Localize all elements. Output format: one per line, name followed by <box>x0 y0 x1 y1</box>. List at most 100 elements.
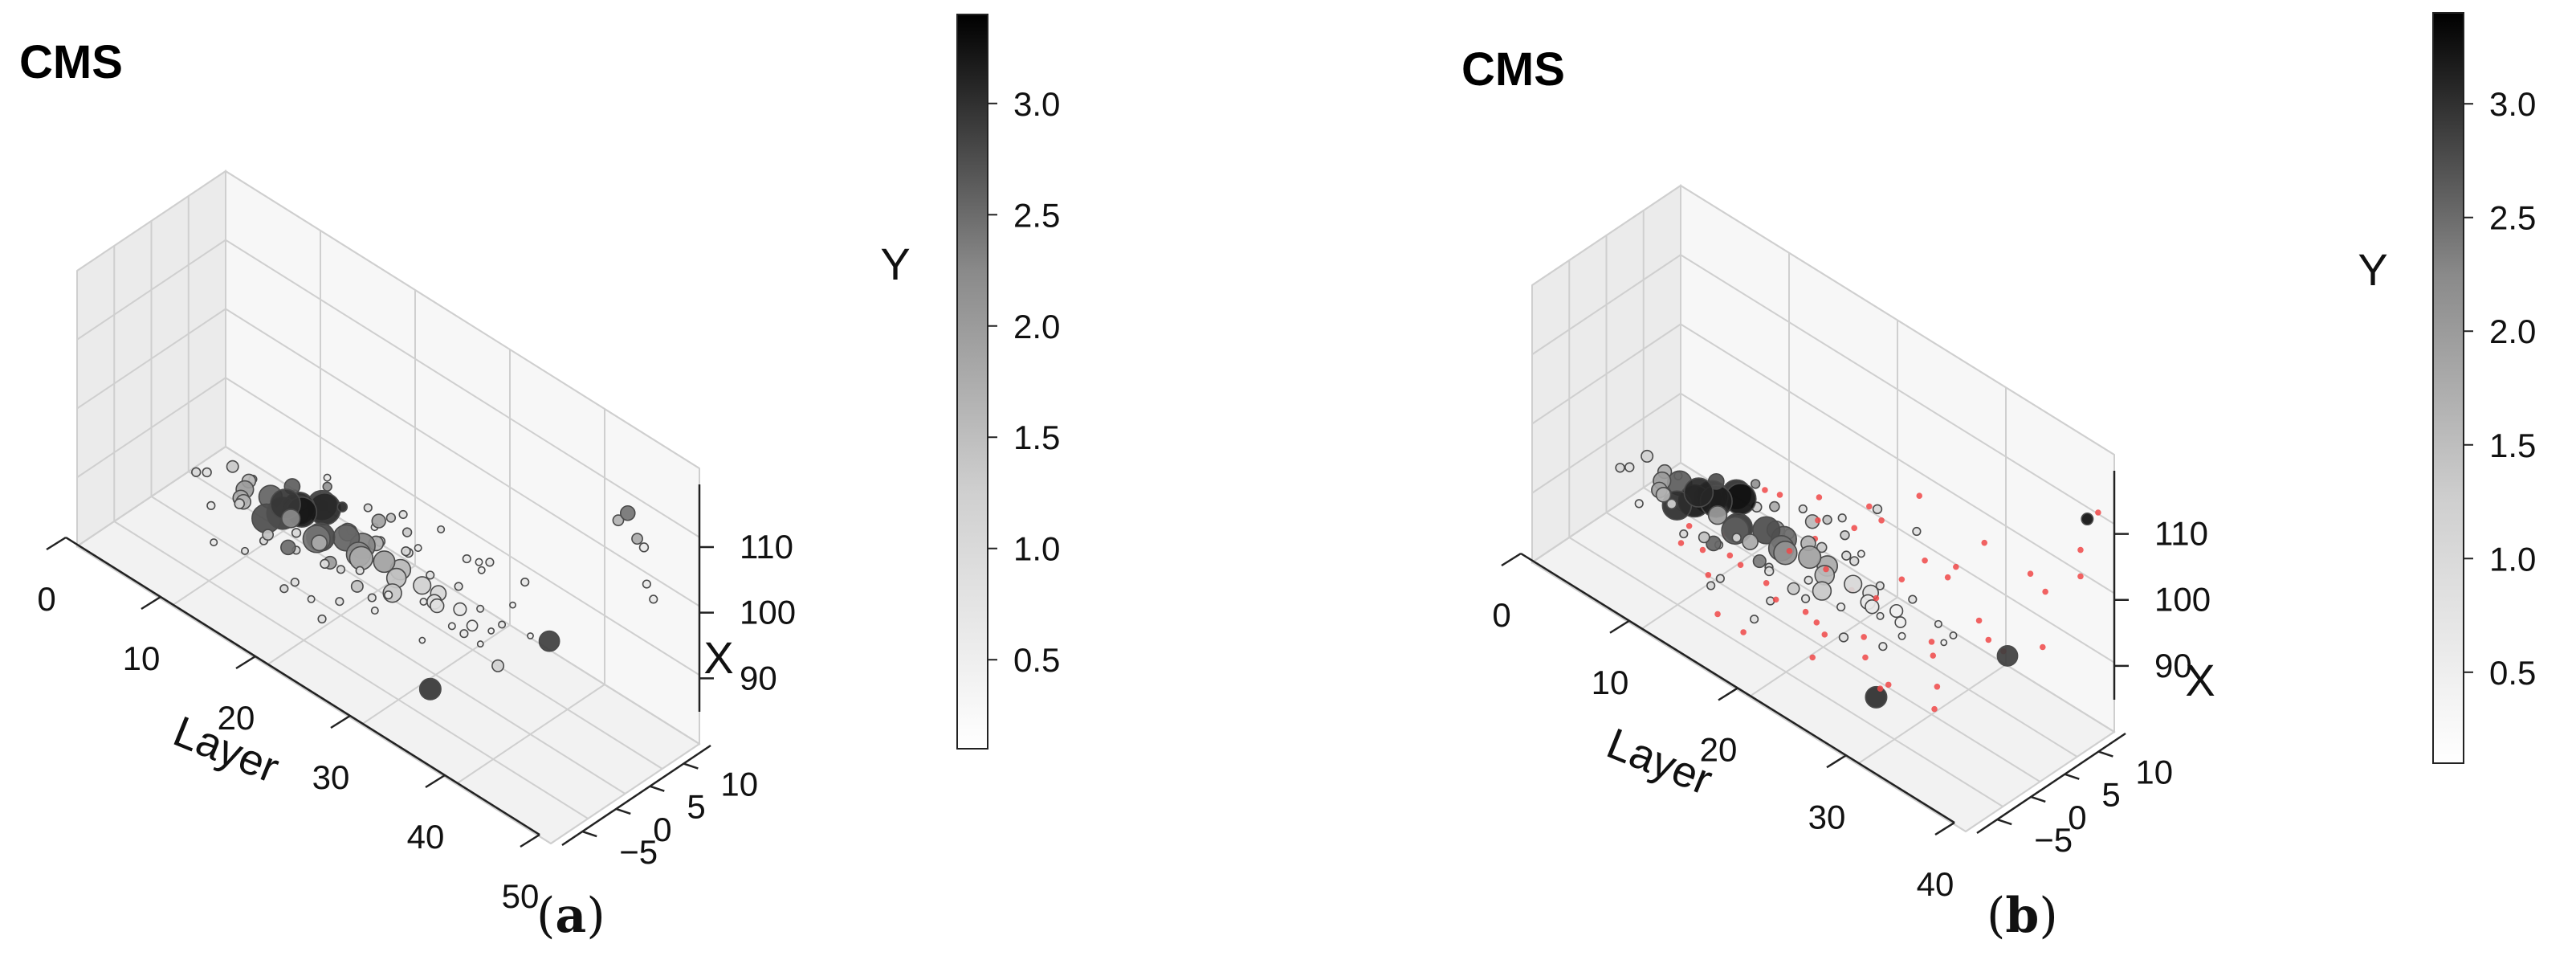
hit-point-reco <box>2077 546 2084 554</box>
hit-point-reco <box>1740 629 1747 635</box>
hit-point <box>485 558 495 567</box>
grid-line-x <box>1531 562 1967 832</box>
layer-tick-label: 0 <box>1492 596 1510 634</box>
hit-point <box>538 630 560 652</box>
x-tick-label: 5 <box>687 788 705 826</box>
colorbar-tick-label: 2.0 <box>1013 308 1060 345</box>
hit-point <box>262 529 275 541</box>
colorbar-tick-label: 2.5 <box>1013 196 1060 234</box>
hit-point <box>1822 514 1832 525</box>
hit-point <box>1766 596 1775 606</box>
tick-mark-layer <box>141 595 161 611</box>
hit-point <box>290 578 300 587</box>
hit-point <box>498 620 507 629</box>
x-tick-label: 0 <box>653 811 671 848</box>
hit-point-reco <box>2077 573 2084 580</box>
hit-point-reco <box>1930 652 1937 659</box>
hit-point-reco <box>1802 608 1809 615</box>
hit-point <box>1679 529 1689 539</box>
tick-mark-layer <box>1826 754 1847 769</box>
axis-lines <box>46 484 714 848</box>
hit-point <box>419 598 428 607</box>
hit-point <box>1655 486 1672 503</box>
panel-b-caption: (b) <box>1987 888 2058 944</box>
tick-mark-x <box>2097 750 2113 758</box>
grid-line-y <box>76 446 226 547</box>
tick-mark-x <box>1996 818 2012 826</box>
hit-point-reco <box>1815 517 1821 524</box>
tick-mark-layer <box>330 714 351 729</box>
hit-point-reco <box>2042 588 2048 595</box>
hit-point <box>1634 499 1644 509</box>
hit-point-reco <box>1714 611 1721 618</box>
hit-point <box>413 576 432 595</box>
hit-point-reco <box>1823 566 1829 573</box>
grid-line-x <box>76 545 552 844</box>
grid-line-x <box>1605 512 2041 782</box>
x-tick-label: −5 <box>619 833 658 871</box>
hit-point <box>1840 529 1850 541</box>
hit-point-reco <box>1726 552 1734 559</box>
hit-point <box>398 509 408 520</box>
tick-mark-x <box>2064 773 2080 780</box>
data-points <box>191 460 658 701</box>
hit-point <box>191 467 202 477</box>
grid-line-y <box>1680 323 2115 594</box>
hit-point <box>1875 581 1885 590</box>
hit-point-reco <box>1985 636 1992 643</box>
hit-point-reco <box>1776 492 1783 498</box>
hit-point <box>1894 616 1907 628</box>
hit-point <box>638 542 650 553</box>
hit-point <box>1615 463 1625 473</box>
hit-point <box>1706 581 1716 590</box>
colorbar-tick-label: 2.5 <box>2489 199 2536 237</box>
layer-tick-label: 30 <box>312 758 350 796</box>
hit-point-reco <box>2027 570 2034 577</box>
hit-point <box>476 604 485 613</box>
hit-point <box>1798 504 1808 514</box>
hit-point <box>418 677 442 701</box>
hit-point <box>462 554 471 564</box>
grid-line-x <box>1568 537 2003 807</box>
hit-point <box>1742 533 1759 550</box>
hit-point <box>1876 611 1885 620</box>
grid-line-y <box>76 170 226 272</box>
hit-point <box>371 513 386 529</box>
hit-point <box>373 550 396 574</box>
hit-point <box>1683 477 1714 508</box>
colorbar-tick-label: 0.5 <box>2489 654 2536 692</box>
y-tick-label: 110 <box>740 528 793 566</box>
tick-mark-x <box>2030 795 2046 803</box>
grid-line-y <box>225 308 700 607</box>
hit-point-reco <box>2040 643 2046 651</box>
hit-point <box>466 619 479 632</box>
tick-mark-x <box>683 762 699 770</box>
hit-point <box>401 527 413 537</box>
colorbar-tick-label: 1.0 <box>2489 540 2536 578</box>
layer-tick-label: 40 <box>1917 865 1954 903</box>
hit-point <box>1624 462 1635 472</box>
hit-point <box>1698 531 1710 544</box>
hit-point <box>612 514 625 527</box>
grid-line-y <box>1531 254 1681 356</box>
hit-point <box>206 500 216 510</box>
y-tick-label: 100 <box>2154 581 2211 619</box>
tick-mark-layer <box>1609 619 1630 634</box>
hit-point <box>323 473 332 482</box>
hit-point <box>414 544 422 553</box>
tick-mark-layer <box>46 536 67 551</box>
hit-point <box>202 467 212 478</box>
grid-line-y <box>76 308 226 410</box>
axis-line-x <box>1976 732 2126 835</box>
hit-point <box>384 590 393 600</box>
colorbar-tick-label: 1.5 <box>1013 419 1060 456</box>
hit-point-reco <box>1878 517 1885 524</box>
hit-point <box>476 640 484 647</box>
hit-point <box>322 481 332 492</box>
hit-point <box>1752 554 1767 569</box>
hit-point-reco <box>1931 705 1938 713</box>
hit-point <box>336 565 346 574</box>
tick-mark-layer <box>1934 821 1955 836</box>
grid-line-y <box>76 239 226 341</box>
hit-point <box>320 558 330 570</box>
